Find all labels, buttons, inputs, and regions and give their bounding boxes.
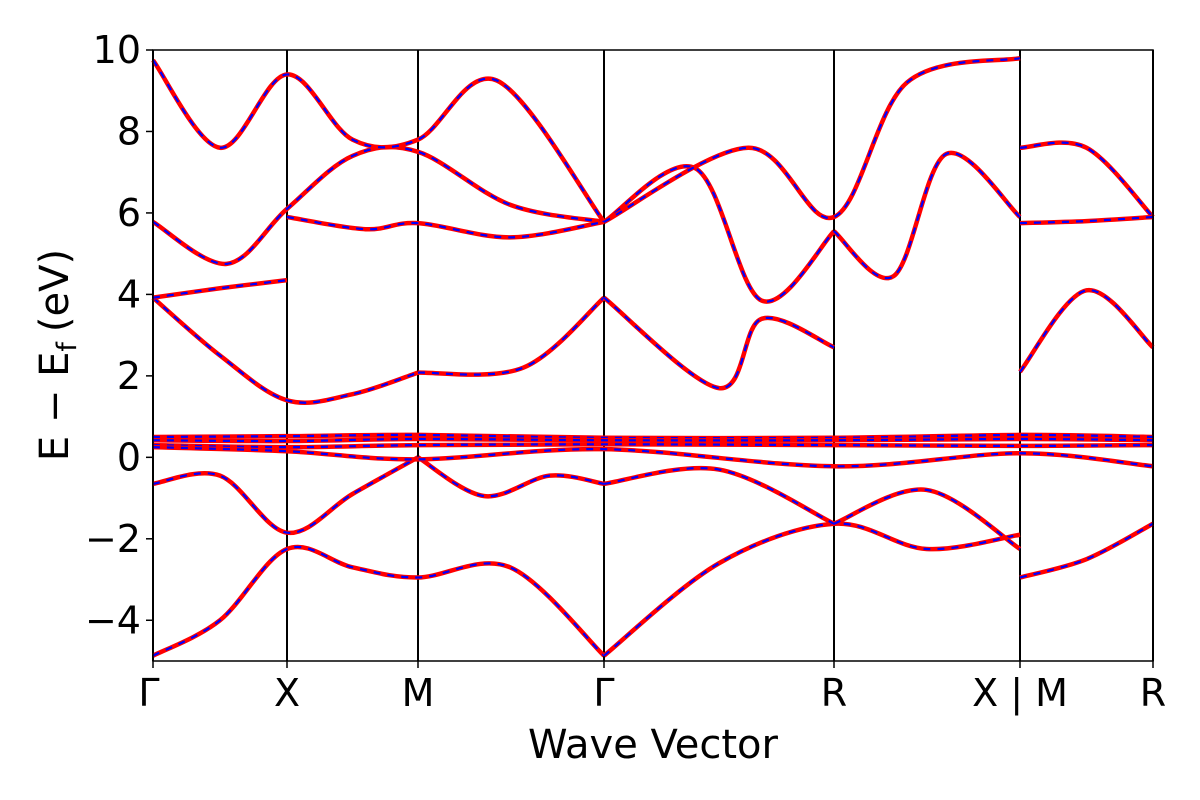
band-line-dashed <box>603 296 835 390</box>
x-tick-label: Γ <box>593 671 614 715</box>
band-line-solid <box>602 55 1021 224</box>
y-tick-label: 2 <box>117 354 141 398</box>
band-line-solid <box>603 465 835 526</box>
y-tick-label: 8 <box>117 109 141 153</box>
y-axis-label-unit: (eV) <box>32 249 78 332</box>
band-line-dashed <box>833 151 1021 280</box>
band-line-dashed <box>603 165 835 303</box>
x-tick-label: Γ <box>138 671 159 715</box>
band-lines <box>151 55 1155 658</box>
x-axis: Γ X M Γ R X | M R <box>138 661 1166 716</box>
band-line-dashed <box>152 546 605 657</box>
plot-frame <box>152 49 1154 662</box>
band-line-solid <box>1018 288 1155 374</box>
band-line-dashed <box>286 215 605 239</box>
y-axis-label-main: E − E <box>32 352 78 462</box>
band-line-dashed <box>1019 289 1154 373</box>
band-line-dashed <box>152 296 419 404</box>
band-line-solid <box>602 164 836 304</box>
band-line-solid <box>1019 521 1155 580</box>
x-tick-label: R <box>821 671 847 715</box>
band-line-solid <box>151 544 606 658</box>
band-line-dashed <box>833 488 1021 550</box>
y-tick-label: 0 <box>117 435 141 479</box>
x-tick-label: R <box>1140 671 1166 715</box>
band-line-dashed <box>603 522 1021 657</box>
band-line-solid <box>152 442 1154 450</box>
band-line-dashed <box>152 59 605 223</box>
y-tick-label: −2 <box>85 517 141 561</box>
x-axis-label: Wave Vector <box>528 722 779 768</box>
band-line-solid <box>417 295 606 377</box>
band-line-solid <box>602 521 1021 658</box>
y-axis: −4 −2 0 2 4 6 8 10 <box>85 28 153 642</box>
x-tick-label: X | M <box>972 671 1068 716</box>
band-line-dashed <box>417 456 605 498</box>
y-axis-label: E − Ef (eV) <box>32 249 83 461</box>
band-line-dashed <box>152 433 1154 440</box>
y-tick-label: 6 <box>117 191 141 235</box>
band-line-dashed <box>1019 141 1154 218</box>
band-line-solid <box>151 144 605 267</box>
y-tick-label: −4 <box>85 598 141 642</box>
band-line-dashed <box>152 446 1154 468</box>
band-line-dashed <box>1019 215 1154 225</box>
band-line-dashed <box>1019 522 1154 579</box>
band-line-dashed <box>152 437 1154 443</box>
y-tick-label: 10 <box>93 28 141 72</box>
band-line-dashed <box>603 467 835 525</box>
band-line-solid <box>152 436 1154 444</box>
y-tick-label: 4 <box>117 272 141 316</box>
x-tick-label: X <box>274 671 300 715</box>
kpoint-lines <box>152 50 1154 661</box>
band-line-dashed <box>417 296 605 376</box>
y-axis-label-subscript: f <box>52 341 83 352</box>
band-line-solid <box>151 58 606 224</box>
band-line-dashed <box>152 279 288 299</box>
band-line-solid <box>602 295 835 391</box>
x-tick-label: M <box>402 671 435 715</box>
band-line-solid <box>151 295 419 405</box>
band-line-solid <box>152 455 420 535</box>
band-line-solid <box>152 444 1154 469</box>
band-line-solid <box>1019 140 1155 219</box>
band-line-dashed <box>603 57 1021 223</box>
band-line-dashed <box>152 145 605 265</box>
band-line-dashed <box>152 456 419 534</box>
band-line-dashed <box>152 443 1154 449</box>
